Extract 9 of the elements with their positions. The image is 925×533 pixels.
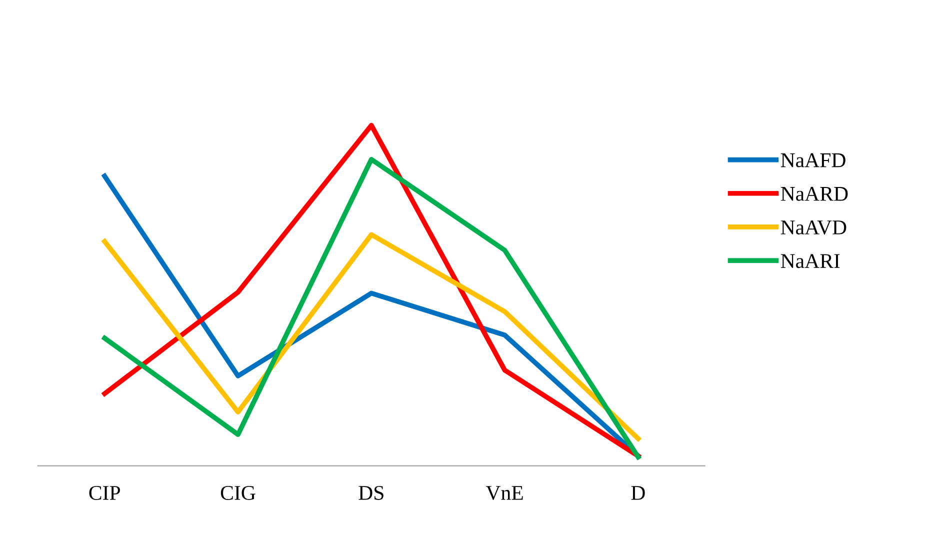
legend-label: NaARD — [780, 186, 848, 201]
x-tick-label: D — [631, 486, 645, 500]
x-tick-label: DS — [358, 486, 384, 500]
legend-label: NaAFD — [780, 153, 846, 168]
x-tick-label: CIG — [220, 486, 256, 500]
legend-label: NaARI — [780, 254, 840, 268]
legend-label: NaAVD — [780, 220, 846, 235]
x-tick-label: VnE — [486, 486, 523, 500]
x-tick-label: CIP — [89, 486, 120, 500]
